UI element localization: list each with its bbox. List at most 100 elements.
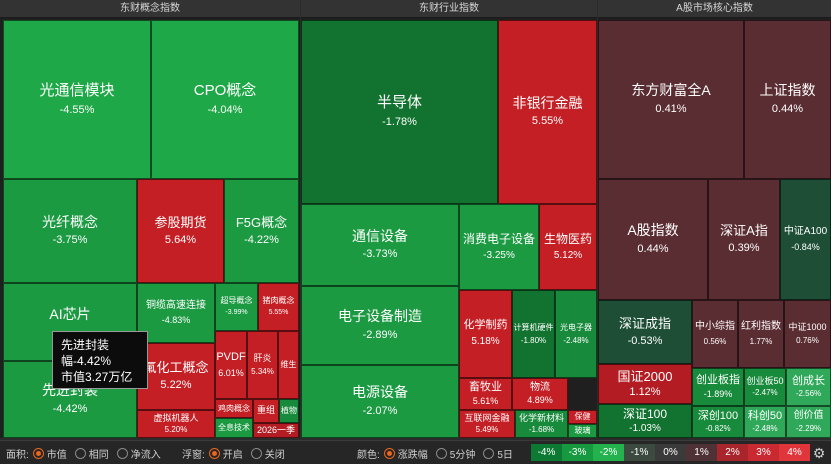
tile-name: 深创100 xyxy=(697,409,739,422)
area-options: 面积: 市值 相同 净流入 xyxy=(6,441,169,464)
radio-dot-icon xyxy=(74,447,86,459)
treemap-tile[interactable]: 光通信模块 -4.55% xyxy=(3,20,151,179)
treemap-tile[interactable]: 畜牧业 5.61% xyxy=(459,378,512,410)
treemap-tile[interactable]: 创业板50 -2.47% xyxy=(744,368,786,406)
treemap-tile[interactable]: 虚拟机器人 5.20% xyxy=(137,410,215,438)
tile-name: 植物 xyxy=(281,406,297,415)
legend-cell: -2% xyxy=(593,444,624,461)
treemap-tile[interactable]: 植物 xyxy=(279,399,299,423)
color-options: 颜色: 涨跌幅 5分钟 5日 xyxy=(357,441,521,464)
tile-change: 0.44% xyxy=(637,242,669,255)
tile-name: 创业板指 xyxy=(696,374,740,386)
treemap-tile[interactable]: 化学新材料 -1.68% xyxy=(515,410,568,438)
legend-cell: -3% xyxy=(562,444,593,461)
treemap-tile[interactable]: 深证100 -1.03% xyxy=(598,404,692,438)
treemap-tile[interactable]: 非银行金融 5.55% xyxy=(498,20,597,204)
tile-name: 光纤概念 xyxy=(42,213,98,230)
treemap-tile[interactable]: 深证成指 -0.53% xyxy=(598,300,692,364)
treemap-tile[interactable]: PVDF 6.01% xyxy=(215,331,247,399)
treemap-tile[interactable]: 国证2000 1.12% xyxy=(598,364,692,404)
treemap-tile[interactable]: 光电子器 -2.48% xyxy=(555,290,597,378)
treemap-tile[interactable]: 全息技术 xyxy=(215,418,253,438)
tile-change: -0.84% xyxy=(791,241,820,252)
radio-area-equal[interactable]: 相同 xyxy=(74,446,109,461)
treemap-tile[interactable]: 物流 4.89% xyxy=(512,378,568,410)
treemap-tile[interactable]: 2026一季 xyxy=(253,423,299,438)
tile-change: -1.78% xyxy=(382,116,417,128)
treemap-tile[interactable]: 化学制药 5.18% xyxy=(459,290,512,378)
treemap-tile[interactable]: 科创50 -2.48% xyxy=(744,406,786,438)
treemap-tile[interactable]: 创业板指 -1.89% xyxy=(692,368,744,406)
tile-name: 猪肉概念 xyxy=(262,296,295,306)
treemap-tile[interactable]: 玻璃 xyxy=(568,424,597,438)
treemap-tile[interactable]: 生物医药 5.12% xyxy=(539,204,597,290)
treemap-tile[interactable]: F5G概念 -4.22% xyxy=(224,179,299,283)
tile-name: 科创50 xyxy=(747,409,783,422)
treemap-tile[interactable]: 互联网金融 5.49% xyxy=(459,410,515,438)
radio-area-net-inflow[interactable]: 净流入 xyxy=(116,446,161,461)
radio-float-off[interactable]: 关闭 xyxy=(250,446,285,461)
treemap-tile[interactable]: 红利指数 1.77% xyxy=(738,300,784,368)
treemap-tile[interactable]: 超导概念 -3.99% xyxy=(215,283,258,331)
panel-title: 东财概念指数 xyxy=(0,0,300,18)
radio-float-on[interactable]: 开启 xyxy=(208,446,243,461)
radio-area-market-cap[interactable]: 市值 xyxy=(32,446,67,461)
tile-change: 5.34% xyxy=(251,367,274,377)
radio-color-5day[interactable]: 5日 xyxy=(483,446,513,461)
treemap-tile[interactable]: 重组 xyxy=(253,399,279,423)
tile-name: 创价值 xyxy=(793,410,824,422)
treemap-tile[interactable]: 半导体 -1.78% xyxy=(301,20,498,204)
treemap-tile[interactable]: 电子设备制造 -2.89% xyxy=(301,286,459,365)
tile-name: 东方财富全A xyxy=(631,82,711,99)
treemap-tile[interactable]: 保健 xyxy=(568,410,597,424)
treemap-tile[interactable]: 中证1000 0.76% xyxy=(784,300,831,368)
treemap-tile[interactable]: 维生 xyxy=(278,331,299,399)
tile-name: F5G概念 xyxy=(235,214,288,230)
treemap-tile[interactable]: 鸡肉概念 xyxy=(215,399,253,418)
radio-color-change[interactable]: 涨跌幅 xyxy=(383,446,428,461)
tile-change: -1.80% xyxy=(520,335,547,345)
tile-name: 消费电子设备 xyxy=(462,231,535,246)
radio-label: 关闭 xyxy=(264,449,285,461)
treemap-tile[interactable]: 上证指数 0.44% xyxy=(744,20,831,179)
tile-name: 非银行金融 xyxy=(512,94,583,111)
treemap-tile[interactable]: 参股期货 5.64% xyxy=(137,179,224,283)
tile-change: -1.68% xyxy=(528,425,555,435)
treemap-tile[interactable]: 猪肉概念 5.55% xyxy=(258,283,299,331)
treemap-tile[interactable]: A股指数 0.44% xyxy=(598,179,708,300)
treemap-tile[interactable]: 深证A指 0.39% xyxy=(708,179,780,300)
tile-name: 半导体 xyxy=(376,94,422,112)
treemap-tile[interactable]: 肝炎 5.34% xyxy=(247,331,278,399)
radio-color-5min[interactable]: 5分钟 xyxy=(435,446,475,461)
gear-icon[interactable]: ⚙ xyxy=(812,445,826,461)
treemap-tile[interactable]: 创价值 -2.29% xyxy=(786,406,831,438)
treemap-tile[interactable]: 深创100 -0.82% xyxy=(692,406,744,438)
treemap-tile[interactable]: 计算机硬件 -1.80% xyxy=(512,290,555,378)
treemap-tile[interactable]: 通信设备 -3.73% xyxy=(301,204,459,286)
legend-cell: 3% xyxy=(748,444,779,461)
treemap-tile[interactable]: 电源设备 -2.07% xyxy=(301,365,459,438)
legend-cell: 1% xyxy=(686,444,717,461)
tile-change: -3.75% xyxy=(52,234,88,247)
tooltip-name: 先进封装 xyxy=(61,338,110,352)
treemap-tile[interactable]: CPO概念 -4.04% xyxy=(151,20,299,179)
treemap-tile[interactable]: 光纤概念 -3.75% xyxy=(3,179,137,283)
treemap-tile[interactable]: 消费电子设备 -3.25% xyxy=(459,204,539,290)
tile-change: 5.18% xyxy=(471,336,500,348)
treemap-tile[interactable]: 中小综指 0.56% xyxy=(692,300,738,368)
legend-cell: 0% xyxy=(655,444,686,461)
tile-change: 5.55% xyxy=(531,115,564,128)
tile-name: 中小综指 xyxy=(695,321,735,333)
tile-change: 6.01% xyxy=(218,367,244,378)
tile-name: 物流 xyxy=(530,381,550,393)
treemap-tile[interactable]: 氟化工概念 5.22% xyxy=(137,343,215,410)
treemap-tile[interactable]: 创成长 -2.56% xyxy=(786,368,831,406)
tile-name: 2026一季 xyxy=(256,424,296,435)
treemap-tile[interactable]: 中证A100 -0.84% xyxy=(780,179,831,300)
treemap-tile[interactable]: 东方财富全A 0.41% xyxy=(598,20,744,179)
tile-change: -3.25% xyxy=(483,249,515,261)
tile-change: 4.89% xyxy=(527,395,553,406)
tile-change: 1.12% xyxy=(629,385,661,398)
tile-change: 5.64% xyxy=(164,233,197,246)
treemap-tile[interactable]: 铜缆高速连接 -4.83% xyxy=(137,283,215,343)
